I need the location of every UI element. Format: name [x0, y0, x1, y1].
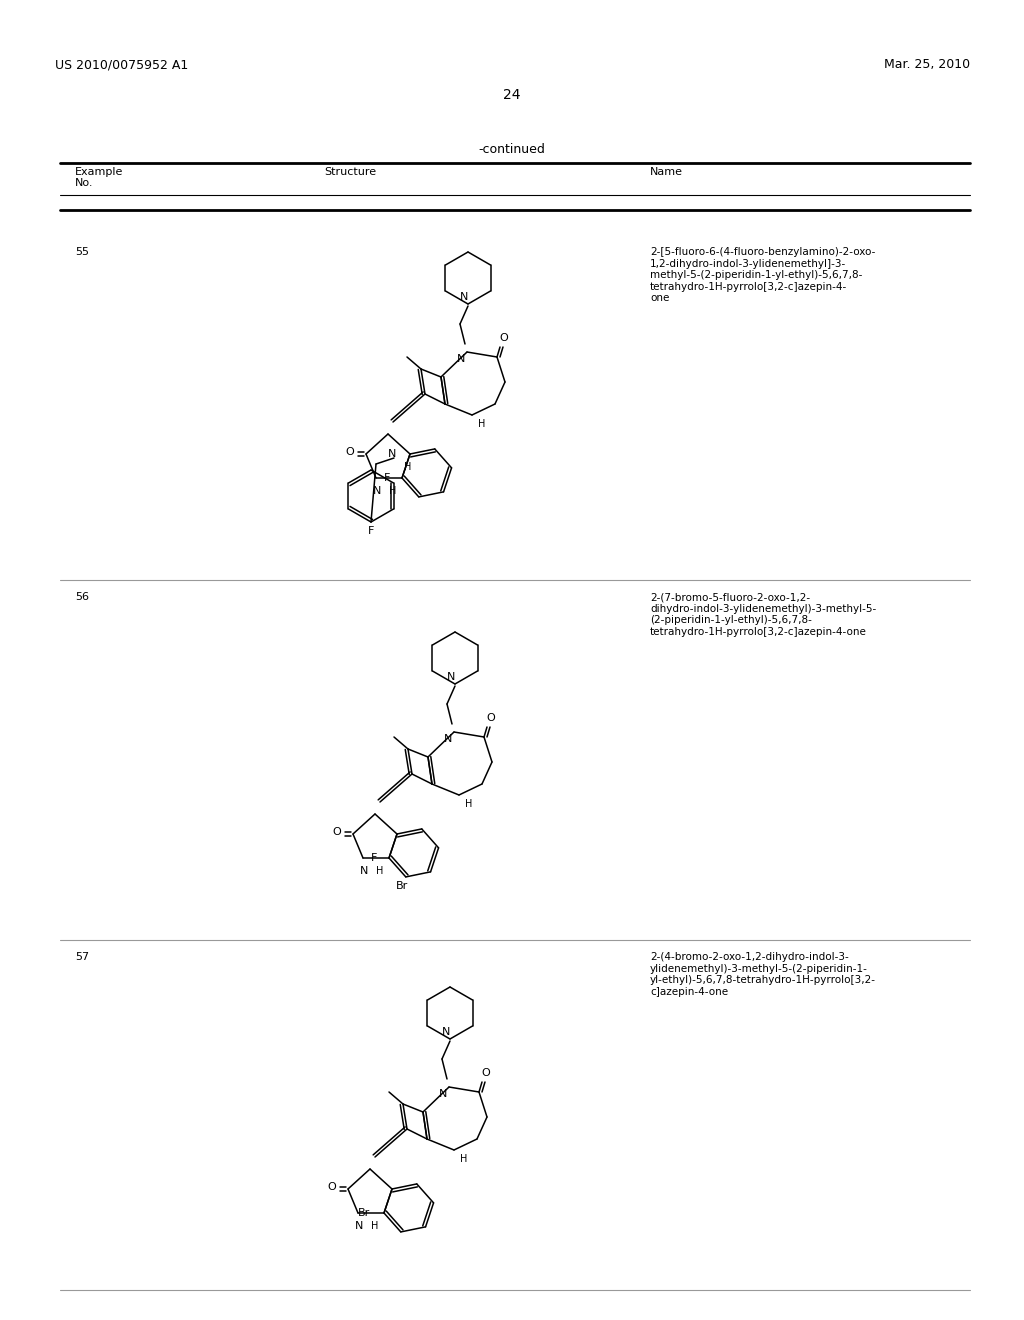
Text: -continued: -continued: [478, 143, 546, 156]
Text: Br: Br: [395, 880, 408, 891]
Text: H: H: [404, 462, 412, 473]
Text: H: H: [376, 866, 383, 876]
Text: N: N: [438, 1089, 447, 1100]
Text: O: O: [345, 447, 354, 457]
Text: H: H: [478, 418, 485, 429]
Text: Name: Name: [650, 168, 683, 177]
Text: H: H: [460, 1154, 467, 1164]
Text: US 2010/0075952 A1: US 2010/0075952 A1: [55, 58, 188, 71]
Text: N: N: [446, 672, 456, 682]
Text: F: F: [371, 853, 377, 863]
Text: H: H: [389, 486, 396, 496]
Text: No.: No.: [75, 178, 93, 187]
Text: 24: 24: [503, 88, 521, 102]
Text: Example: Example: [75, 168, 123, 177]
Text: N: N: [359, 866, 368, 876]
Text: 2-[5-fluoro-6-(4-fluoro-benzylamino)-2-oxo-
1,2-dihydro-indol-3-ylidenemethyl]-3: 2-[5-fluoro-6-(4-fluoro-benzylamino)-2-o…: [650, 247, 876, 304]
Text: O: O: [486, 713, 495, 723]
Text: 56: 56: [75, 591, 89, 602]
Text: Mar. 25, 2010: Mar. 25, 2010: [884, 58, 970, 71]
Text: Structure: Structure: [324, 168, 376, 177]
Text: N: N: [441, 1027, 451, 1038]
Text: N: N: [388, 449, 396, 459]
Text: O: O: [332, 828, 341, 837]
Text: N: N: [373, 486, 381, 496]
Text: N: N: [460, 292, 468, 302]
Text: 55: 55: [75, 247, 89, 257]
Text: O: O: [499, 333, 508, 343]
Text: O: O: [481, 1068, 489, 1078]
Text: N: N: [354, 1221, 362, 1232]
Text: F: F: [368, 525, 374, 536]
Text: 2-(4-bromo-2-oxo-1,2-dihydro-indol-3-
ylidenemethyl)-3-methyl-5-(2-piperidin-1-
: 2-(4-bromo-2-oxo-1,2-dihydro-indol-3- yl…: [650, 952, 876, 997]
Text: N: N: [443, 734, 452, 744]
Text: Br: Br: [357, 1208, 370, 1218]
Text: 57: 57: [75, 952, 89, 962]
Text: H: H: [371, 1221, 379, 1232]
Text: O: O: [328, 1181, 336, 1192]
Text: H: H: [465, 799, 472, 809]
Text: 2-(7-bromo-5-fluoro-2-oxo-1,2-
dihydro-indol-3-ylidenemethyl)-3-methyl-5-
(2-pip: 2-(7-bromo-5-fluoro-2-oxo-1,2- dihydro-i…: [650, 591, 877, 636]
Text: N: N: [457, 354, 465, 364]
Text: F: F: [384, 473, 390, 483]
